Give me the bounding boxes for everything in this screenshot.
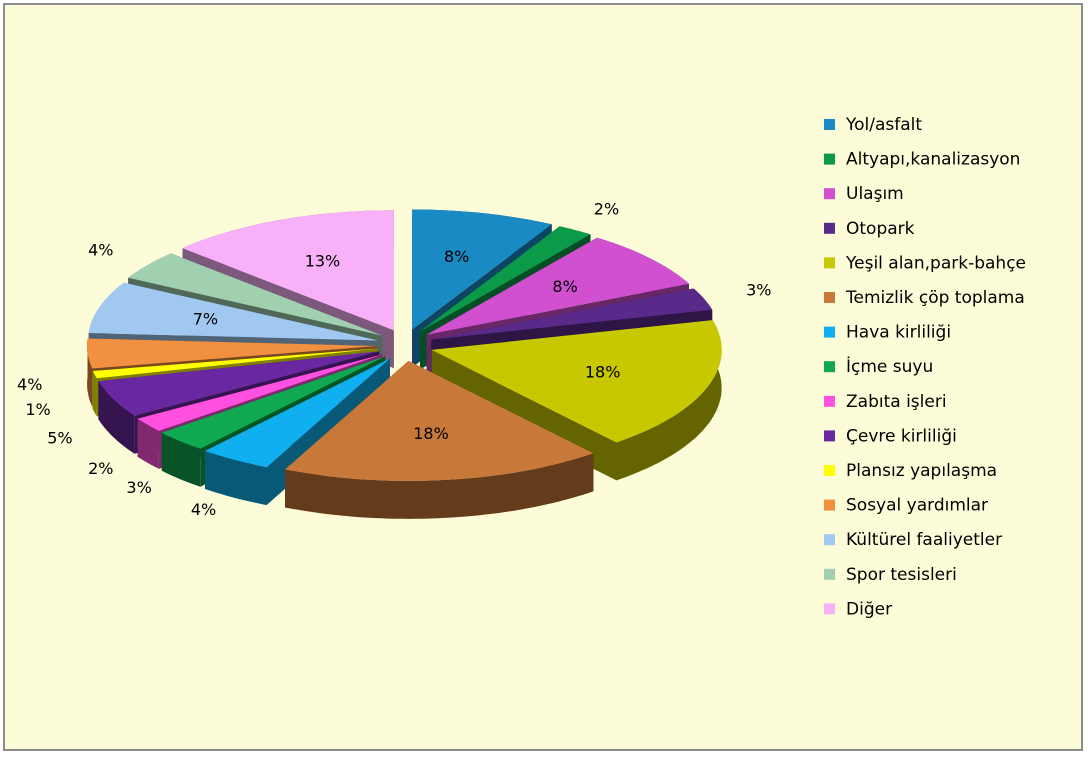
legend-swatch — [824, 119, 835, 130]
legend-label: Spor tesisleri — [846, 565, 957, 585]
data-label: 3% — [746, 280, 771, 299]
slice — [205, 358, 390, 468]
legend-label: Altyapı,kanalizasyon — [846, 150, 1020, 170]
slice-side — [616, 320, 722, 481]
slice-side — [285, 453, 594, 519]
legend-swatch — [824, 499, 835, 511]
data-label: 2% — [594, 199, 619, 218]
data-label: 1% — [25, 400, 50, 419]
slice-side — [205, 451, 267, 506]
slice-side — [161, 356, 386, 471]
slice — [88, 282, 379, 341]
legend-label: Sosyal yardımlar — [846, 496, 988, 516]
slice — [98, 351, 380, 416]
slice-side — [98, 381, 135, 454]
legend-swatch — [824, 534, 835, 546]
legend-label: Hava kirliliği — [846, 323, 951, 343]
legend-label: İçme suyu — [846, 356, 933, 377]
slice — [128, 253, 383, 336]
legend-label: Zabıta işleri — [846, 392, 947, 412]
slice-side — [137, 418, 159, 469]
slice — [285, 360, 594, 481]
legend-label: Yol/asfalt — [845, 115, 922, 135]
data-label: 5% — [47, 428, 72, 447]
data-label: 7% — [193, 309, 218, 328]
slice-side — [161, 432, 201, 487]
data-label: 13% — [305, 252, 341, 271]
slice-side — [87, 338, 93, 407]
legend-swatch — [824, 292, 835, 303]
legend-label: Çevre kirliliği — [846, 426, 957, 446]
legend-swatch — [824, 153, 835, 165]
legend-label: Temizlik çöp toplama — [845, 288, 1025, 308]
legend-swatch — [824, 326, 835, 338]
legend-swatch — [824, 257, 835, 269]
data-label: 4% — [88, 240, 113, 259]
legend-swatch — [824, 430, 835, 442]
legend-swatch — [824, 395, 835, 407]
data-label: 3% — [126, 478, 151, 497]
slice — [420, 226, 591, 332]
data-label: 18% — [413, 424, 449, 443]
slice — [412, 209, 552, 330]
slice — [431, 320, 722, 443]
legend-label: Yeşil alan,park-bahçe — [845, 253, 1026, 273]
legend-label: Diğer — [846, 599, 892, 619]
data-label: 4% — [17, 375, 42, 394]
legend-swatch — [824, 222, 835, 234]
legend-swatch — [824, 465, 835, 476]
legend-label: Otopark — [846, 219, 915, 239]
legend-swatch — [824, 361, 835, 373]
slice — [426, 237, 689, 335]
slice — [137, 354, 383, 431]
slice — [87, 338, 378, 369]
slice — [161, 356, 386, 449]
data-label: 4% — [191, 500, 216, 519]
legend-label: Plansız yapılaşma — [846, 461, 997, 481]
legend-swatch — [824, 568, 835, 580]
data-label: 8% — [444, 247, 469, 266]
slice — [182, 210, 394, 331]
slice — [92, 348, 378, 379]
slice-side — [92, 371, 97, 417]
data-label: 18% — [585, 362, 621, 381]
legend-label: Kültürel faaliyetler — [846, 530, 1002, 550]
legend-swatch — [824, 188, 835, 200]
data-label: 2% — [88, 459, 113, 478]
legend-swatch — [824, 603, 835, 615]
data-label: 8% — [552, 277, 577, 296]
legend-label: Ulaşım — [846, 184, 904, 204]
slice — [431, 288, 713, 340]
